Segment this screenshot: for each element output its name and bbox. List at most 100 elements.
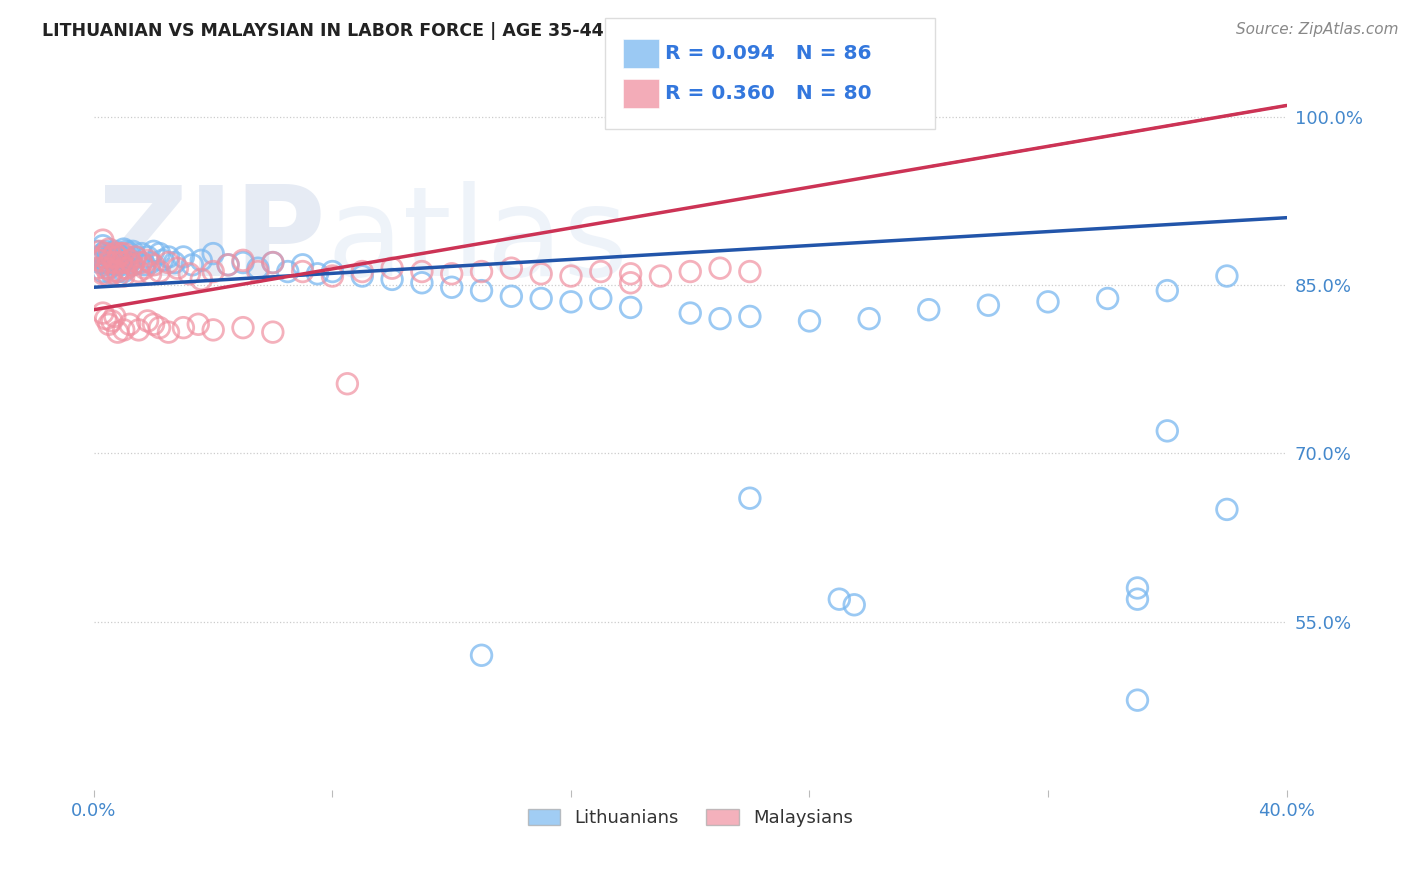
- Point: [799, 314, 821, 328]
- Point: [148, 264, 170, 278]
- Point: [112, 323, 135, 337]
- Point: [277, 264, 299, 278]
- Point: [97, 318, 120, 332]
- Point: [291, 258, 314, 272]
- Point: [440, 280, 463, 294]
- Point: [121, 244, 143, 259]
- Point: [121, 258, 143, 272]
- Point: [217, 258, 239, 272]
- Point: [560, 268, 582, 283]
- Point: [589, 292, 612, 306]
- Point: [202, 246, 225, 260]
- Point: [91, 250, 114, 264]
- Point: [115, 255, 138, 269]
- Point: [336, 376, 359, 391]
- Point: [124, 250, 146, 264]
- Point: [1126, 581, 1149, 595]
- Point: [107, 246, 129, 260]
- Point: [112, 264, 135, 278]
- Point: [94, 255, 117, 269]
- Point: [858, 311, 880, 326]
- Text: R = 0.094   N = 86: R = 0.094 N = 86: [665, 44, 872, 63]
- Point: [115, 250, 138, 264]
- Point: [112, 246, 135, 260]
- Point: [181, 258, 204, 272]
- Point: [157, 255, 180, 269]
- Point: [262, 255, 284, 269]
- Point: [91, 267, 114, 281]
- Point: [172, 320, 194, 334]
- Point: [620, 276, 643, 290]
- Point: [679, 264, 702, 278]
- Text: LITHUANIAN VS MALAYSIAN IN LABOR FORCE | AGE 35-44 CORRELATION CHART: LITHUANIAN VS MALAYSIAN IN LABOR FORCE |…: [42, 22, 818, 40]
- Point: [134, 258, 156, 272]
- Point: [232, 253, 254, 268]
- Point: [139, 267, 162, 281]
- Point: [110, 246, 132, 260]
- Point: [142, 244, 165, 259]
- Point: [179, 267, 201, 281]
- Legend: Lithuanians, Malaysians: Lithuanians, Malaysians: [520, 802, 860, 834]
- Point: [1156, 424, 1178, 438]
- Point: [262, 325, 284, 339]
- Point: [560, 294, 582, 309]
- Point: [381, 272, 404, 286]
- Point: [501, 261, 523, 276]
- Point: [118, 255, 141, 269]
- Point: [115, 244, 138, 259]
- Point: [131, 255, 153, 269]
- Point: [620, 267, 643, 281]
- Point: [110, 255, 132, 269]
- Point: [128, 264, 150, 278]
- Point: [91, 233, 114, 247]
- Point: [217, 258, 239, 272]
- Point: [139, 255, 162, 269]
- Point: [136, 314, 159, 328]
- Point: [101, 267, 124, 281]
- Point: [91, 238, 114, 252]
- Point: [352, 264, 374, 278]
- Point: [738, 264, 761, 278]
- Point: [97, 255, 120, 269]
- Point: [136, 250, 159, 264]
- Point: [738, 491, 761, 506]
- Point: [352, 268, 374, 283]
- Point: [977, 298, 1000, 312]
- Text: R = 0.360   N = 80: R = 0.360 N = 80: [665, 84, 872, 103]
- Point: [94, 246, 117, 260]
- Point: [101, 250, 124, 264]
- Point: [118, 318, 141, 332]
- Text: Source: ZipAtlas.com: Source: ZipAtlas.com: [1236, 22, 1399, 37]
- Point: [101, 253, 124, 268]
- Point: [650, 268, 672, 283]
- Point: [86, 244, 108, 259]
- Point: [620, 301, 643, 315]
- Point: [121, 258, 143, 272]
- Point: [246, 264, 269, 278]
- Point: [530, 267, 553, 281]
- Point: [381, 261, 404, 276]
- Point: [94, 311, 117, 326]
- Point: [321, 264, 343, 278]
- Point: [107, 264, 129, 278]
- Point: [107, 250, 129, 264]
- Point: [97, 242, 120, 256]
- Point: [530, 292, 553, 306]
- Point: [202, 264, 225, 278]
- Point: [157, 250, 180, 264]
- Point: [89, 255, 111, 269]
- Point: [97, 246, 120, 260]
- Point: [110, 250, 132, 264]
- Point: [104, 250, 127, 264]
- Text: ZIP: ZIP: [98, 181, 326, 301]
- Point: [148, 320, 170, 334]
- Point: [291, 264, 314, 278]
- Point: [107, 268, 129, 283]
- Point: [157, 325, 180, 339]
- Point: [262, 255, 284, 269]
- Point: [118, 253, 141, 268]
- Point: [172, 250, 194, 264]
- Point: [190, 272, 212, 286]
- Point: [107, 255, 129, 269]
- Point: [1156, 284, 1178, 298]
